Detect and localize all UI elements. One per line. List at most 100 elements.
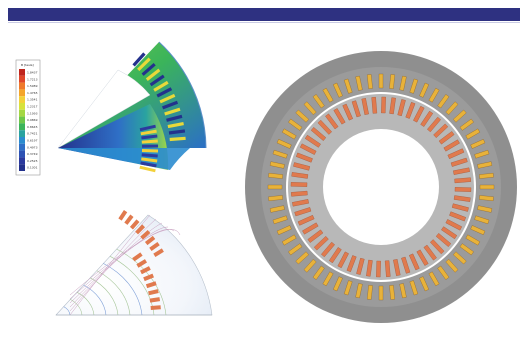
stator-slot: [445, 101, 459, 115]
rotor-slot: [356, 257, 365, 275]
rotor-slot: [296, 152, 313, 163]
stator-slot: [267, 184, 283, 190]
stator-slot: [409, 78, 419, 94]
stator-slot: [269, 205, 285, 213]
legend-swatch: [19, 96, 25, 103]
stator-slot: [322, 271, 334, 287]
stator-slot: [333, 82, 343, 98]
rotor-slot: [299, 143, 317, 155]
legend-swatch: [19, 143, 25, 151]
rotor-bar: [141, 139, 158, 144]
stator-slot: [477, 161, 493, 169]
coil-block: [149, 297, 161, 303]
rotor-slot: [454, 177, 471, 184]
sector-arc: [158, 41, 207, 149]
legend-swatch: [19, 75, 25, 83]
legend-swatch: [19, 150, 25, 158]
rotor-slot: [427, 116, 441, 133]
legend-swatch: [19, 69, 25, 76]
legend-entry: 0.9869: [27, 118, 38, 122]
rotor-slot: [423, 244, 437, 261]
coil-block: [118, 210, 128, 221]
rotor-slot: [307, 229, 324, 243]
stator-slot: [343, 78, 353, 94]
coil-block: [150, 305, 161, 310]
flux-line: [103, 263, 143, 316]
stator-slot: [445, 259, 459, 273]
rotor-slot: [433, 123, 449, 138]
tooth-bar: [153, 80, 169, 92]
tooth-bar: [162, 100, 179, 110]
rotor-slot: [325, 113, 339, 130]
rotor-bar: [141, 153, 158, 158]
stator-slot: [281, 234, 297, 246]
coil-block: [136, 259, 148, 268]
coil-block: [132, 252, 143, 262]
rotor-slot: [313, 236, 329, 251]
rotor-slot: [449, 211, 466, 222]
rotor-slot: [438, 131, 455, 145]
legend-title: B [tesla]: [21, 63, 34, 67]
stator-slot: [409, 280, 419, 296]
stator-slot: [303, 259, 317, 273]
rotor-slot: [384, 260, 391, 277]
stator-slot: [303, 101, 317, 115]
rotor-slot: [337, 251, 349, 269]
rotor-slot: [361, 98, 369, 115]
legend-entry: 0.8645: [27, 125, 38, 129]
legend-swatch: [19, 109, 25, 117]
rotor-slot: [304, 134, 321, 148]
rotor-slot: [430, 239, 445, 255]
flux-density-sector-top: [57, 41, 207, 173]
rotor-slot: [291, 190, 308, 197]
stator-slot: [367, 74, 373, 89]
stator-slot: [276, 139, 292, 149]
stator-slot: [479, 195, 494, 201]
rotor-bar: [140, 129, 157, 136]
rotor-slots: [290, 96, 472, 278]
rotor-slot: [310, 127, 327, 141]
legend-entry: 0.3749: [27, 152, 38, 156]
legend-entry: 1.2317: [27, 105, 38, 109]
tooth-bar: [169, 136, 186, 142]
legend-entry: 0.7421: [27, 132, 38, 136]
legend-entry: 1.1093: [27, 111, 38, 115]
rotor-slot: [413, 105, 425, 123]
legend-swatch: [19, 89, 25, 97]
rotor-slot: [333, 108, 346, 125]
tooth-bar: [159, 93, 176, 104]
stator-slot: [281, 128, 297, 140]
coil-block: [135, 224, 146, 235]
rotor-slot: [443, 139, 460, 152]
stator-slot: [428, 87, 440, 103]
rotor-slot: [381, 96, 386, 114]
legend-swatch: [19, 116, 25, 124]
rotor-slot: [293, 162, 311, 171]
coil-block: [145, 281, 157, 289]
rotor-slot: [445, 219, 463, 231]
rotor-slot: [393, 259, 401, 276]
rotor-bar: [139, 165, 156, 173]
stator-slot: [477, 205, 493, 213]
rotor-bar: [139, 124, 156, 132]
stator-slot: [288, 243, 303, 256]
coil-block: [140, 229, 151, 240]
stator-slot: [453, 251, 467, 265]
legend-entry: 0.2525: [27, 159, 38, 163]
legend-swatch: [19, 130, 25, 137]
color-legend: B [tesla] 1.8437 1.7213 1.5989 1.4765 1.3541…: [15, 59, 41, 176]
rotor-slot: [416, 249, 429, 266]
field-lines-sector-bottom: [55, 210, 213, 316]
coil-block: [140, 266, 151, 275]
stator-slots: [267, 73, 495, 301]
rotor-slot: [451, 203, 469, 212]
flux-line: [63, 306, 71, 316]
stator-slot: [389, 285, 395, 300]
legend-swatch: [19, 164, 25, 171]
stator-slot: [343, 280, 353, 296]
header-rule: [8, 22, 520, 23]
coil-block: [148, 289, 159, 296]
stator-slot: [355, 75, 363, 91]
rotor-slot: [291, 172, 309, 179]
